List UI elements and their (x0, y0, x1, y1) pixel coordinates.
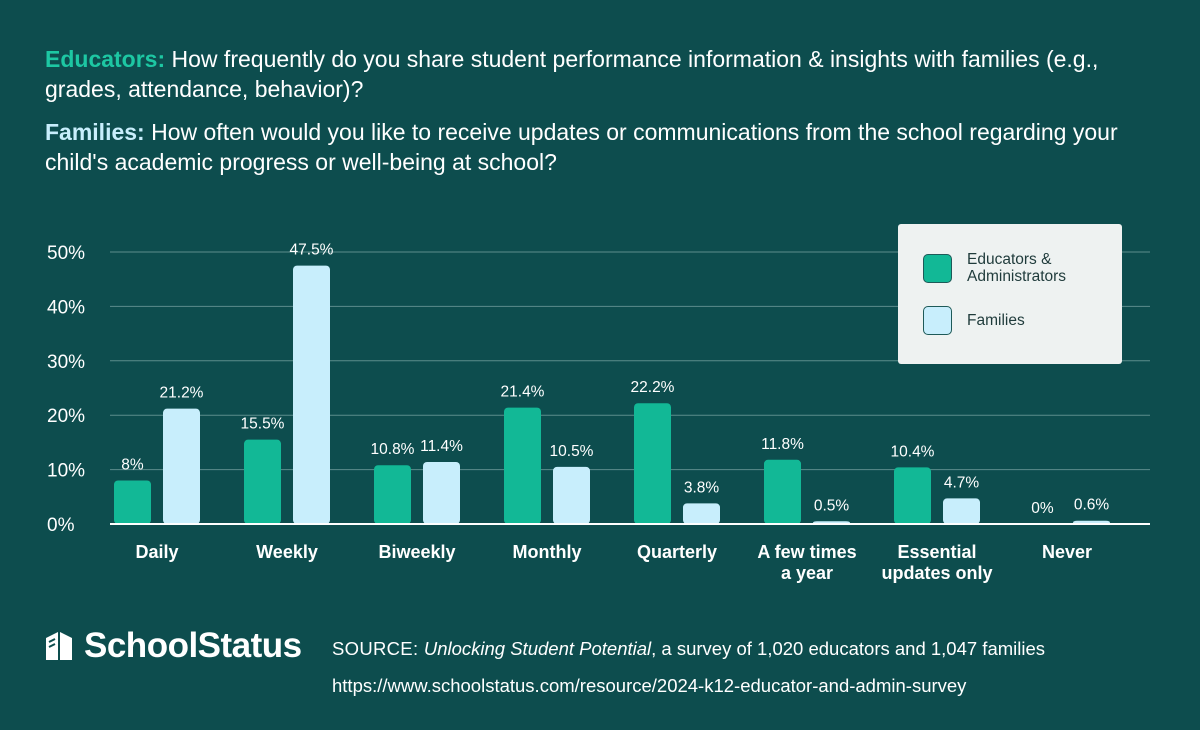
bar-families (553, 466, 590, 524)
bar-families (423, 461, 460, 524)
y-tick-label: 20% (47, 406, 85, 427)
data-label-educators: 10.4% (891, 443, 935, 460)
bar-educators (244, 439, 281, 524)
bar-families (943, 498, 980, 524)
schoolstatus-logo: SchoolStatus (44, 626, 302, 666)
bar-educators (374, 465, 411, 524)
y-tick-label: 40% (47, 297, 85, 318)
educators-question-lead: Educators: (45, 46, 166, 72)
source-title: Unlocking Student Potential (423, 638, 652, 659)
data-label-educators: 22.2% (631, 379, 675, 396)
data-label-families: 4.7% (944, 474, 980, 491)
category-label: Weekly (256, 542, 318, 562)
y-tick-label: 50% (47, 243, 85, 264)
families-question-text: How often would you like to receive upda… (45, 119, 1118, 175)
data-label-educators: 8% (121, 456, 144, 473)
data-label-families: 0.5% (814, 497, 850, 514)
legend-item-families: Families (923, 306, 1107, 335)
source-line: SOURCE: Unlocking Student Potential, a s… (332, 638, 1045, 660)
source-description: , a survey of 1,020 educators and 1,047 … (651, 638, 1046, 659)
legend-label-families: Families (967, 312, 1025, 329)
questions: Educators: How frequently do you share s… (45, 44, 1175, 190)
data-label-families: 47.5% (290, 242, 334, 259)
category-label: Quarterly (637, 542, 717, 562)
data-label-educators: 15.5% (241, 416, 285, 433)
legend-label-educators: Educators & Administrators (967, 251, 1067, 285)
category-label: Biweekly (378, 542, 455, 562)
data-label-families: 21.2% (160, 385, 204, 402)
data-label-educators: 21.4% (501, 384, 545, 401)
source-url[interactable]: https://www.schoolstatus.com/resource/20… (332, 675, 967, 696)
brand-name: SchoolStatus (84, 626, 302, 665)
bar-chart: 0% 10% 20% 30% 40% 50% 8% 21.2% Daily 15.5% 47.5% W… (47, 242, 1150, 583)
legend-swatch-educators (923, 253, 952, 283)
legend-swatch-families (923, 306, 952, 335)
y-tick-label: 0% (47, 515, 75, 536)
category-label: Never (1042, 542, 1092, 562)
y-tick-label: 30% (47, 352, 85, 373)
legend-item-educators: Educators & Administrators (923, 251, 1107, 285)
source-prefix: SOURCE: (332, 638, 424, 659)
bar-educators (764, 459, 801, 524)
educators-question: Educators: How frequently do you share s… (45, 44, 1175, 104)
data-label-families: 10.5% (550, 443, 594, 460)
bar-educators (504, 407, 541, 524)
data-label-families: 0.6% (1074, 497, 1110, 514)
bar-educators (634, 403, 671, 524)
y-tick-label: 10% (47, 461, 85, 482)
category-label: a year (781, 563, 833, 583)
data-label-educators: 11.8% (761, 436, 804, 453)
families-question-lead: Families: (45, 119, 145, 145)
category-label: Monthly (513, 542, 582, 562)
data-label-educators: 10.8% (371, 441, 415, 458)
bar-educators (114, 480, 151, 524)
category-label: Daily (135, 542, 178, 562)
bar-educators (894, 467, 931, 524)
category-label: A few times (757, 542, 856, 562)
bar-families (293, 265, 330, 524)
bar-families (683, 503, 720, 524)
data-label-educators: 0% (1031, 500, 1054, 517)
chart-legend: Educators & Administrators Families (898, 224, 1122, 364)
category-label: updates only (881, 563, 992, 583)
bar-families (163, 408, 200, 524)
families-question: Families: How often would you like to re… (45, 117, 1175, 177)
footer: SchoolStatus SOURCE: Unlocking Student P… (44, 622, 1184, 712)
educators-question-text: How frequently do you share student perf… (45, 46, 1099, 102)
data-label-families: 11.4% (420, 438, 463, 455)
category-label: Essential (897, 542, 976, 562)
data-label-families: 3.8% (684, 479, 720, 496)
book-icon (46, 632, 72, 660)
